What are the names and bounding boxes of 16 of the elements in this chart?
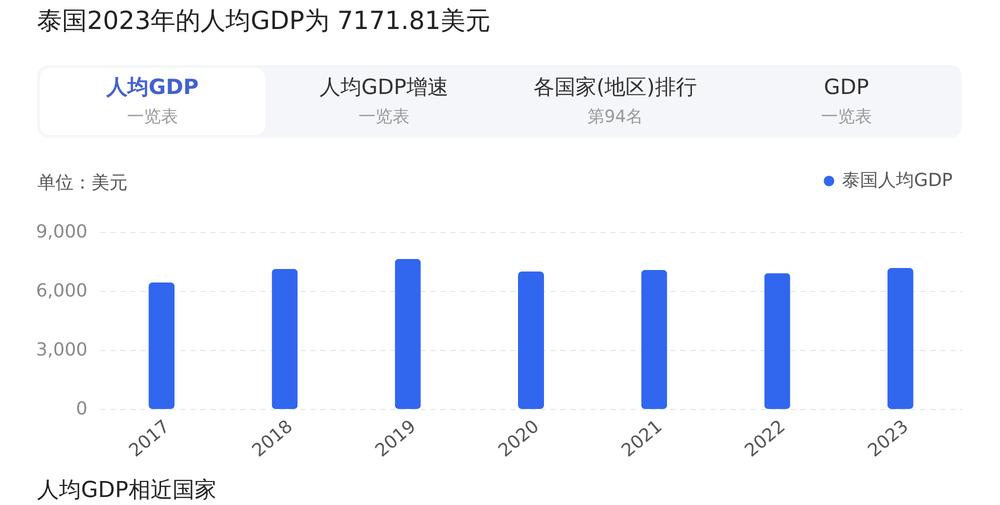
text: 一览表 bbox=[820, 107, 872, 127]
chart-title: 泰国2023年的人均GDP为 7171.81美元 bbox=[37, 6, 491, 35]
text: 一览表 bbox=[127, 107, 178, 127]
y-axis-title: 单位：美元 bbox=[38, 172, 128, 194]
y-tick-label: 9,000 bbox=[36, 222, 88, 242]
text: 第94名 bbox=[587, 107, 643, 127]
y-tick-label: 6,000 bbox=[36, 280, 88, 302]
text: 人均GDP bbox=[106, 75, 199, 99]
text: 人均GDP相近国家 bbox=[37, 478, 216, 503]
text: GDP bbox=[824, 75, 869, 99]
text: 人均GDP增速 bbox=[319, 75, 448, 99]
text: 各国家(地区)排行 bbox=[533, 75, 697, 99]
y-tick-label: 0 bbox=[76, 398, 88, 420]
legend-label: 泰国人均GDP bbox=[842, 170, 953, 191]
y-tick-label: 3,000 bbox=[36, 340, 88, 360]
text: 一览表 bbox=[358, 107, 410, 127]
